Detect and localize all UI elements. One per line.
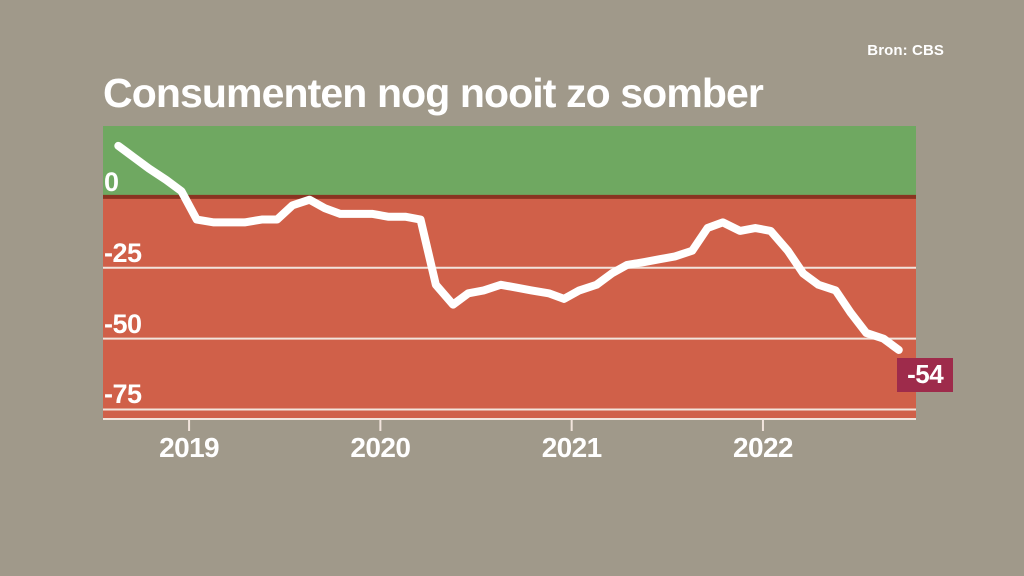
value-bands bbox=[103, 126, 916, 418]
band-negatief bbox=[103, 196, 916, 418]
y-axis-label--25: -25 bbox=[104, 237, 142, 268]
end-value-badge: -54 bbox=[897, 357, 954, 392]
x-axis-ticks bbox=[188, 419, 764, 431]
x-axis-label-2019: 2019 bbox=[159, 432, 220, 463]
y-axis-label-0: 0 bbox=[104, 166, 119, 197]
x-axis-label-2022: 2022 bbox=[733, 432, 793, 463]
x-axis-label-2020: 2020 bbox=[350, 432, 411, 463]
gridlines bbox=[103, 194, 916, 420]
band-positief bbox=[103, 126, 916, 197]
data-series bbox=[114, 141, 903, 354]
x-axis-label-2021: 2021 bbox=[541, 432, 602, 463]
chart-title: Consumenten nog nooit zo somber bbox=[103, 70, 764, 116]
series-line-0 bbox=[114, 141, 903, 354]
source-label: Bron: CBS bbox=[867, 42, 944, 59]
y-axis-label--50: -50 bbox=[104, 308, 142, 339]
y-axis-label--75: -75 bbox=[104, 379, 142, 410]
